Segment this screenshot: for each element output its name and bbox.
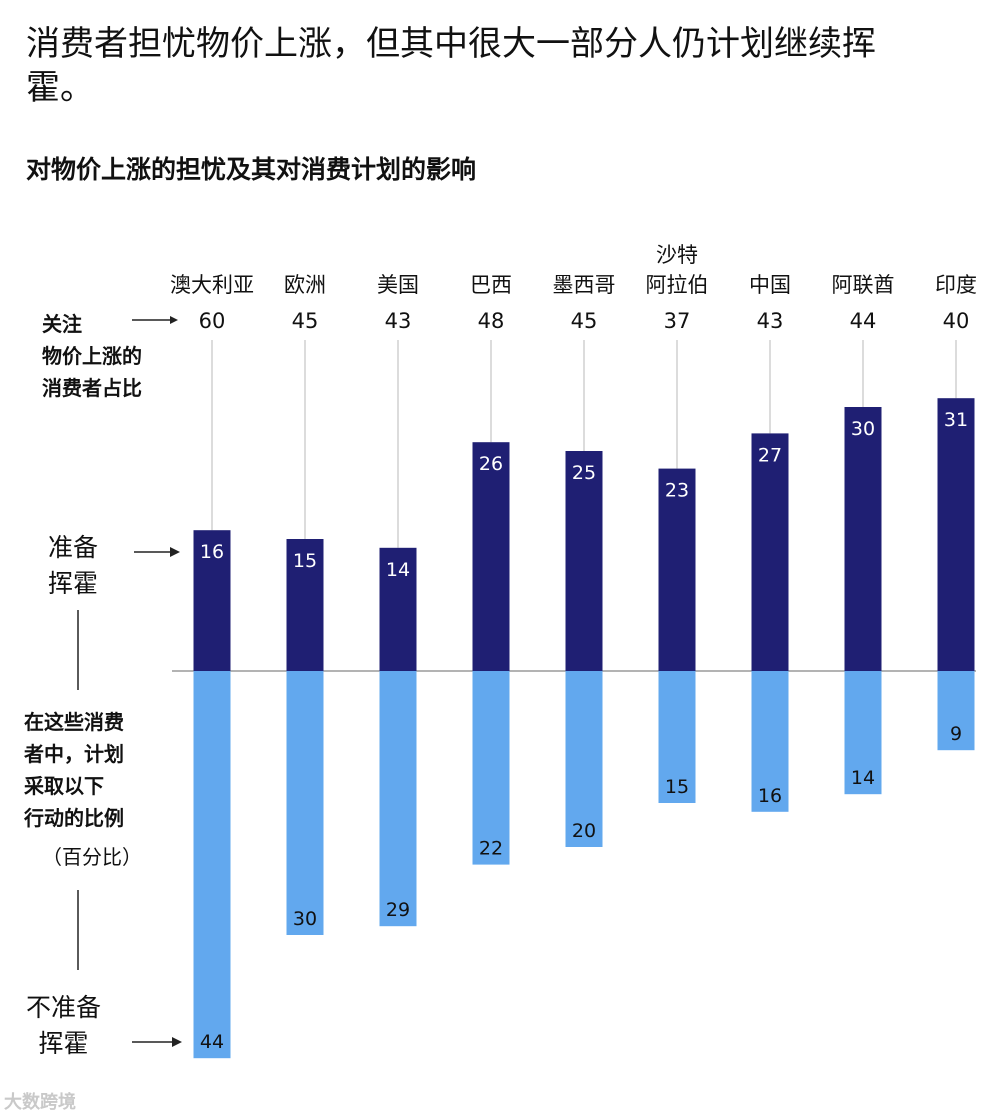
not-splurge-bar — [751, 671, 789, 812]
chart-title: 消费者担忧物价上涨，但其中很大一部分人仍计划继续挥霍。 — [26, 24, 876, 108]
not-splurge-bar — [472, 671, 510, 865]
concerned-share-value: 43 — [757, 309, 784, 333]
not-splurge-bar — [565, 671, 603, 847]
not-splurge-bar — [844, 671, 882, 795]
splurge-bar — [658, 468, 696, 671]
splurge-value-label: 25 — [572, 462, 596, 484]
not-splurge-value-label: 14 — [851, 767, 875, 789]
ready-to-splurge-label: 准备 挥霍 — [48, 530, 98, 602]
concerned-share-value: 44 — [850, 309, 877, 333]
splurge-bar — [565, 451, 603, 671]
splurge-bar — [193, 530, 231, 671]
concerned-share-value: 60 — [199, 309, 226, 333]
not-splurge-value-label: 29 — [386, 899, 410, 921]
category-label: 阿联酋 — [832, 273, 895, 297]
splurge-value-label: 31 — [944, 409, 968, 431]
concerned-label-line: 物价上涨的 — [42, 344, 142, 368]
splurge-value-label: 26 — [479, 453, 503, 475]
category-label: 印度 — [935, 273, 977, 297]
category-label: 墨西哥 — [553, 273, 616, 297]
splurge-bar — [937, 398, 975, 671]
among-label-line: 行动的比例 — [24, 806, 124, 830]
category-label: 中国 — [749, 273, 791, 297]
not-splurge-bar — [937, 671, 975, 751]
concerned-share-value: 43 — [385, 309, 412, 333]
ready-label-line: 挥霍 — [48, 569, 99, 598]
category-label: 沙特 — [656, 243, 698, 267]
category-label: 阿拉伯 — [646, 273, 709, 297]
concerned-share-value: 48 — [478, 309, 505, 333]
concerned-share-label: 关注 物价上涨的 消费者占比 — [42, 308, 142, 404]
not-splurge-value-label: 22 — [479, 838, 503, 860]
not-splurge-value-label: 20 — [572, 820, 596, 842]
percent-note: （百分比） — [42, 845, 142, 869]
among-label-line: 采取以下 — [24, 774, 104, 798]
watermark: 大数跨境 — [4, 1092, 76, 1113]
ready-label-line: 准备 — [48, 533, 99, 562]
splurge-value-label: 23 — [665, 480, 689, 502]
not-ready-arrow-head — [172, 1037, 182, 1047]
category-label: 巴西 — [470, 273, 512, 297]
not-splurge-bar — [379, 671, 417, 927]
splurge-bar — [286, 539, 324, 671]
not-splurge-value-label: 30 — [293, 908, 317, 930]
category-label: 美国 — [377, 273, 419, 297]
not-ready-label-line: 不准备 — [26, 993, 102, 1022]
splurge-value-label: 15 — [293, 550, 317, 572]
ready-arrow-head — [170, 547, 180, 557]
category-label: 欧洲 — [284, 273, 326, 297]
category-label: 澳大利亚 — [170, 273, 254, 297]
concerned-share-value: 40 — [943, 309, 970, 333]
among-label-line: 在这些消费 — [24, 710, 124, 734]
not-splurge-bar — [658, 671, 696, 803]
not-splurge-bar — [286, 671, 324, 935]
concerned-label-line: 关注 — [42, 312, 82, 336]
splurge-bar — [751, 433, 789, 671]
not-splurge-bar — [193, 671, 231, 1059]
splurge-value-label: 30 — [851, 418, 875, 440]
concerned-share-value: 45 — [292, 309, 319, 333]
among-these-label: 在这些消费 者中，计划 采取以下 行动的比例 — [24, 706, 124, 834]
bars-group: 澳大利亚 60 16 44 欧洲 45 15 30 美国 43 14 29 巴西 48 26 22 墨西哥 45 2… — [170, 243, 977, 1059]
not-splurge-value-label: 16 — [758, 785, 782, 807]
splurge-bar — [379, 547, 417, 671]
not-ready-label-line: 挥霍 — [38, 1029, 89, 1058]
chart-subtitle: 对物价上涨的担忧及其对消费计划的影响 — [26, 155, 477, 184]
splurge-value-label: 14 — [386, 559, 410, 581]
not-ready-label: 不准备 挥霍 — [26, 990, 101, 1062]
splurge-value-label: 16 — [200, 541, 224, 563]
concerned-share-value: 37 — [664, 309, 691, 333]
splurge-value-label: 27 — [758, 444, 782, 466]
concerned-label-line: 消费者占比 — [42, 376, 142, 400]
concerned-arrow-head — [170, 316, 178, 324]
among-label-line: 者中，计划 — [24, 742, 124, 766]
not-splurge-value-label: 15 — [665, 776, 689, 798]
splurge-bar — [472, 442, 510, 671]
concerned-share-value: 45 — [571, 309, 598, 333]
splurge-bar — [844, 407, 882, 671]
not-splurge-value-label: 44 — [200, 1031, 224, 1053]
not-splurge-value-label: 9 — [950, 723, 962, 745]
